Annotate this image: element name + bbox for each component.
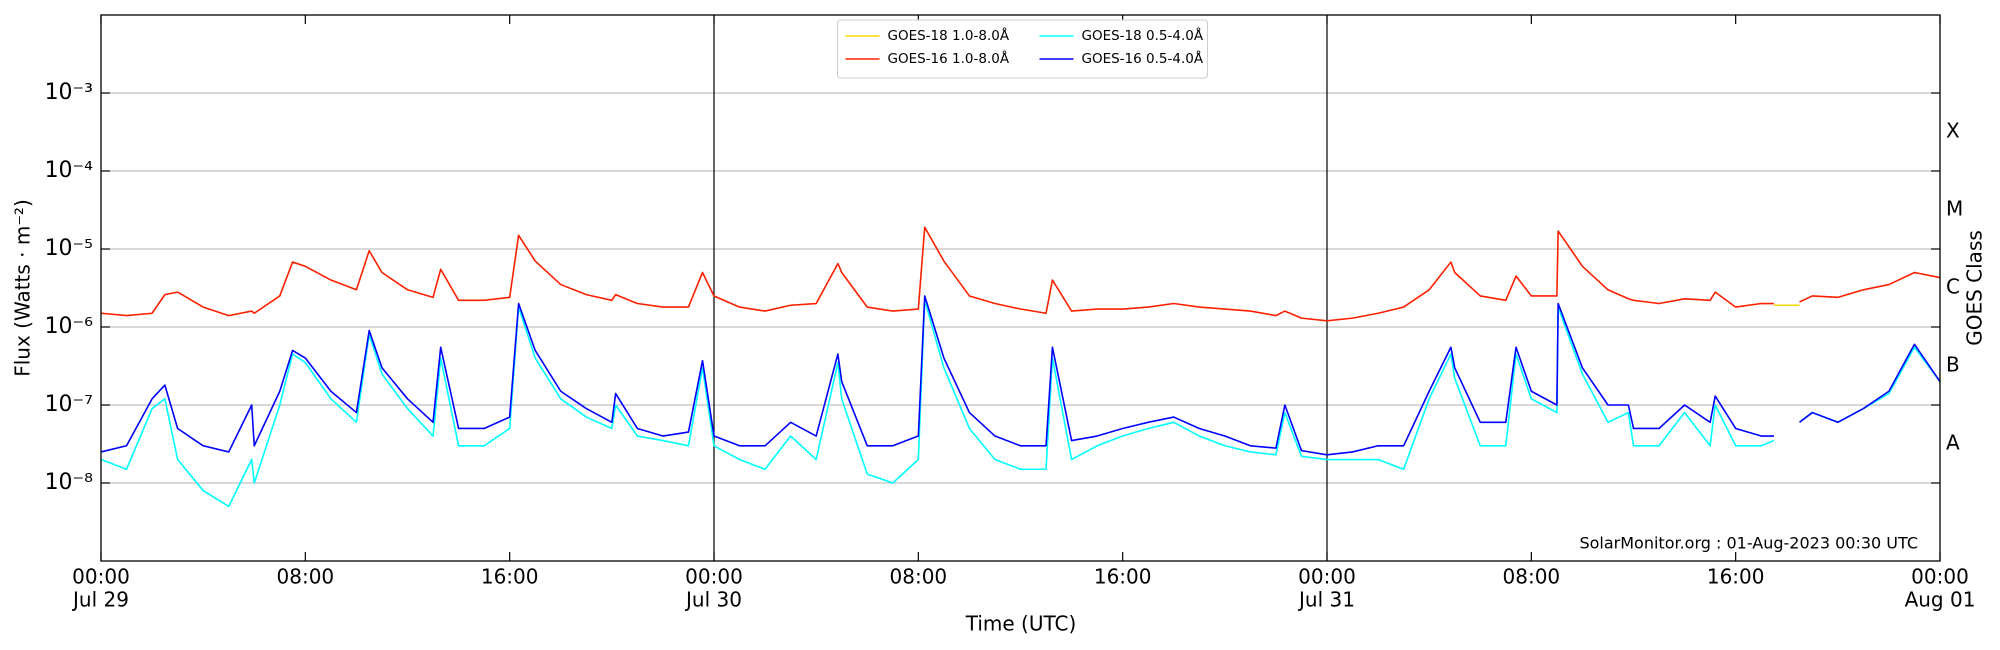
legend-label: GOES-16 1.0-8.0Å xyxy=(888,50,1010,67)
x-tick-label: 00:00 xyxy=(72,565,130,589)
x-tick-label: 16:00 xyxy=(481,565,539,589)
y2-tick-label: B xyxy=(1946,353,1960,377)
y-tick-label: 10⁻⁴ xyxy=(45,158,94,183)
series-line xyxy=(100,295,1941,456)
plot-frame xyxy=(100,14,1941,562)
y-tick-label: 10⁻⁶ xyxy=(45,314,94,339)
y2-tick-label: X xyxy=(1946,119,1960,143)
legend-box xyxy=(837,19,1208,79)
y2-axis-label: GOES Class xyxy=(1963,230,1987,346)
x-tick-label: Jul 30 xyxy=(684,588,742,612)
y-tick-label: 10⁻⁵ xyxy=(45,236,93,261)
legend-label: GOES-16 0.5-4.0Å xyxy=(1082,50,1204,67)
y2-tick-label: C xyxy=(1946,275,1960,299)
x-tick-label: 00:00 xyxy=(1298,565,1356,589)
x-tick-label: 00:00 xyxy=(685,565,743,589)
series-line xyxy=(100,299,1941,508)
y-tick-label: 10⁻³ xyxy=(45,80,93,105)
y2-tick-label: M xyxy=(1946,197,1963,221)
y-tick-label: 10⁻⁷ xyxy=(45,392,93,417)
legend-label: GOES-18 1.0-8.0Å xyxy=(888,27,1010,44)
annotation: SolarMonitor.org : 01-Aug-2023 00:30 UTC xyxy=(1579,534,1918,553)
x-tick-label: 16:00 xyxy=(1707,565,1765,589)
x-tick-label: 00:00 xyxy=(1911,565,1969,589)
x-tick-label: Jul 29 xyxy=(71,588,129,612)
legend-label: GOES-18 0.5-4.0Å xyxy=(1082,27,1204,44)
y-axis-label: Flux (Watts · m⁻²) xyxy=(11,199,35,377)
x-tick-label: 08:00 xyxy=(890,565,948,589)
x-tick-label: Jul 31 xyxy=(1297,588,1355,612)
x-tick-label: 08:00 xyxy=(1503,565,1561,589)
x-tick-label: Aug 01 xyxy=(1905,588,1976,612)
y-tick-label: 10⁻⁸ xyxy=(45,470,94,495)
y2-tick-label: A xyxy=(1946,431,1960,455)
series-line xyxy=(100,226,1941,322)
x-tick-label: 16:00 xyxy=(1094,565,1152,589)
x-tick-label: 08:00 xyxy=(277,565,335,589)
x-axis-label: Time (UTC) xyxy=(965,612,1077,636)
